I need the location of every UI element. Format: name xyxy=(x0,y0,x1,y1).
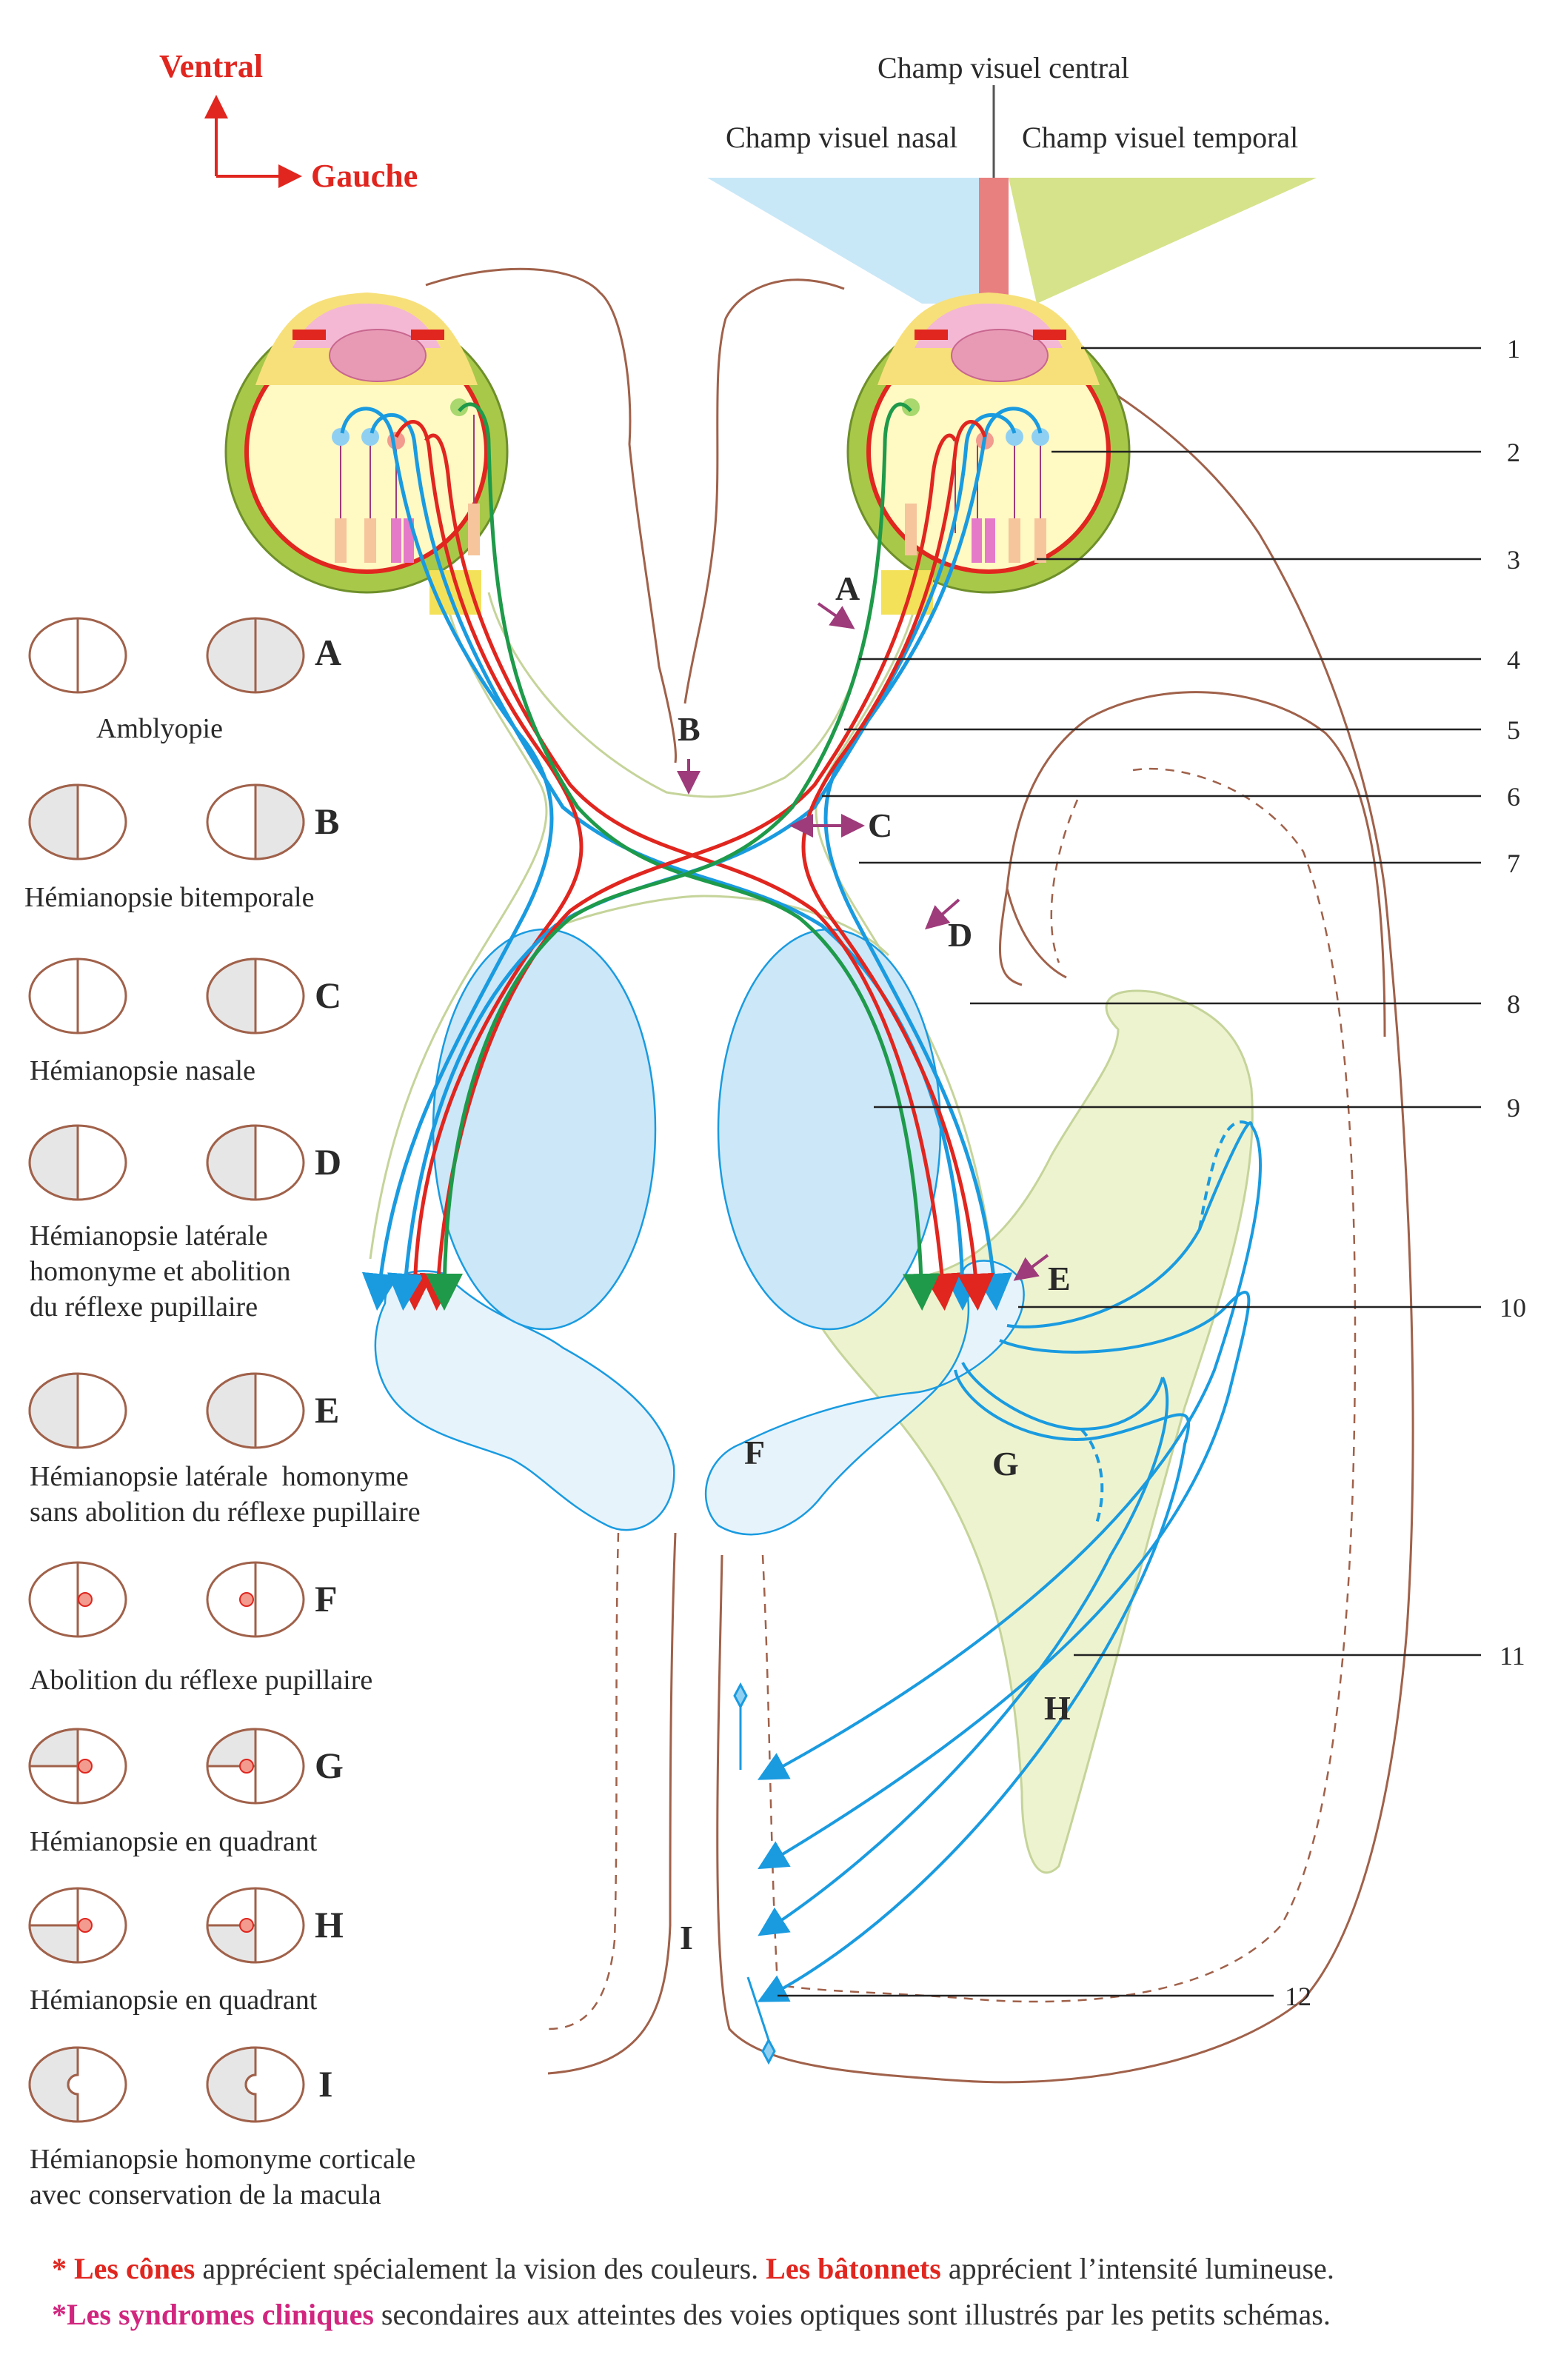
lesion-label-I: I xyxy=(680,1919,693,1956)
syndrome-letter-C: C xyxy=(315,975,342,1016)
icon-pair-D xyxy=(28,1124,305,1201)
syndrome-letter-F: F xyxy=(315,1578,338,1619)
callout-8: 8 xyxy=(1507,989,1520,1019)
icon-pair-F xyxy=(28,1561,305,1638)
icon-pair-G xyxy=(28,1728,305,1805)
lesion-label-E: E xyxy=(1048,1260,1071,1297)
retina-cells-left xyxy=(332,398,480,563)
callout-1: 1 xyxy=(1507,334,1520,364)
syndrome-name-I: Hémianopsie homonyme corticale avec cons… xyxy=(30,2142,415,2213)
syndrome-letter-D: D xyxy=(315,1141,342,1183)
callout-5: 5 xyxy=(1507,715,1520,745)
syndrome-name-C-line: Hémianopsie nasale xyxy=(30,1055,255,1086)
lesion-label-H: H xyxy=(1044,1689,1071,1727)
central-field-label: Champ visuel central xyxy=(877,51,1129,84)
brain-outline xyxy=(425,267,1414,2084)
orientation-arrows xyxy=(204,95,302,188)
callout-9: 9 xyxy=(1507,1093,1520,1123)
footnote2-text1: secondaires aux atteintes des voies opti… xyxy=(373,2298,1331,2331)
footnote1-text1: apprécient spécialement la vision des co… xyxy=(195,2252,766,2285)
syndrome-name-I-line2: avec conservation de la macula xyxy=(30,2179,381,2210)
syndrome-name-B: Hémianopsie bitemporale xyxy=(24,880,315,915)
footnote1-text2: apprécient l’intensité lumineuse. xyxy=(940,2252,1334,2285)
syndrome-name-D: Hémianopsie latérale homonyme et aboliti… xyxy=(30,1218,291,1325)
syndrome-name-E-line1: Hémianopsie latérale homonyme xyxy=(30,1461,409,1492)
leader-lines xyxy=(778,347,1481,1997)
lesion-label-A: A xyxy=(835,569,860,607)
syndrome-name-I-line1: Hémianopsie homonyme corticale xyxy=(30,2144,416,2175)
icon-pair-C xyxy=(28,957,305,1034)
syndrome-name-G: Hémianopsie en quadrant xyxy=(30,1824,317,1859)
icon-pair-E xyxy=(28,1372,305,1449)
callout-2: 2 xyxy=(1507,438,1520,467)
syndrome-name-D-line1: Hémianopsie latérale xyxy=(30,1220,268,1251)
callout-6: 6 xyxy=(1507,782,1520,812)
footnote1-star: * xyxy=(52,2252,74,2285)
syndrome-name-D-line2: homonyme et abolition xyxy=(30,1256,291,1287)
footnote1-rods: Les bâtonnets xyxy=(766,2252,941,2285)
orientation-left-label: Gauche xyxy=(311,158,418,194)
icon-pair-B xyxy=(28,783,305,860)
syndrome-name-D-line3: du réflexe pupillaire xyxy=(30,1291,258,1323)
syndrome-name-C: Hémianopsie nasale xyxy=(30,1053,255,1089)
lesion-label-F: F xyxy=(744,1434,766,1471)
retina-cells-right xyxy=(902,398,1049,563)
icon-pair-I xyxy=(28,2046,305,2123)
syndrome-name-B-line: Hémianopsie bitemporale xyxy=(24,882,315,913)
nasal-field-label: Champ visuel nasal xyxy=(726,121,958,154)
syndrome-letter-B: B xyxy=(315,800,340,842)
temporal-field-label: Champ visuel temporal xyxy=(1022,121,1299,154)
syndrome-name-A-line: Amblyopie xyxy=(96,713,223,744)
footnote2-star: * xyxy=(52,2298,67,2331)
callout-10: 10 xyxy=(1500,1293,1526,1323)
lesion-label-C: C xyxy=(868,806,893,844)
callout-4: 4 xyxy=(1507,645,1520,675)
lesion-label-G: G xyxy=(992,1445,1019,1483)
icon-pair-H xyxy=(28,1887,305,1964)
footnote2-syndromes: Les syndromes cliniques xyxy=(67,2298,374,2331)
lesion-label-D: D xyxy=(948,916,973,954)
syndrome-letter-G: G xyxy=(315,1745,344,1786)
footnote1-cones: Les cônes xyxy=(74,2252,195,2285)
callout-11: 11 xyxy=(1500,1641,1525,1671)
syndrome-name-G-line: Hémianopsie en quadrant xyxy=(30,1826,318,1857)
callout-12: 12 xyxy=(1285,1982,1311,2011)
syndrome-letter-E: E xyxy=(315,1389,340,1431)
syndrome-name-E-line2: sans abolition du réflexe pupillaire xyxy=(30,1497,421,1528)
radiation-fibers xyxy=(757,1121,1262,2002)
cortex-neurons xyxy=(733,1682,776,2065)
lesion-arrows xyxy=(677,602,1049,1281)
orientation-ventral-label: Ventral xyxy=(159,48,264,84)
nuclei xyxy=(374,928,1025,1536)
callout-3: 3 xyxy=(1507,545,1520,575)
syndrome-name-F-line: Abolition du réflexe pupillaire xyxy=(30,1665,373,1696)
syndrome-letter-I: I xyxy=(318,2063,333,2105)
footnote-syndromes: *Les syndromes cliniques secondaires aux… xyxy=(52,2297,1331,2332)
footnote-cones-rods: * Les cônes apprécient spécialement la v… xyxy=(52,2251,1334,2286)
syndrome-name-H: Hémianopsie en quadrant xyxy=(30,1982,317,2018)
right-eye xyxy=(846,293,1131,615)
radiation-fibers-dashed xyxy=(1080,1120,1253,1526)
syndrome-letter-A: A xyxy=(315,632,342,673)
syndrome-name-F: Abolition du réflexe pupillaire xyxy=(30,1662,372,1698)
syndrome-name-E: Hémianopsie latérale homonyme sans aboli… xyxy=(30,1459,421,1530)
visual-field-wedges xyxy=(707,85,1317,304)
syndrome-name-H-line: Hémianopsie en quadrant xyxy=(30,1985,318,2016)
callout-7: 7 xyxy=(1507,849,1520,878)
syndrome-icons xyxy=(28,617,305,2123)
syndrome-letter-H: H xyxy=(315,1904,344,1945)
lesion-label-B: B xyxy=(678,710,701,748)
icon-pair-A xyxy=(28,617,305,694)
syndrome-name-A: Amblyopie xyxy=(96,711,223,746)
optic-fibers xyxy=(340,402,1043,1311)
